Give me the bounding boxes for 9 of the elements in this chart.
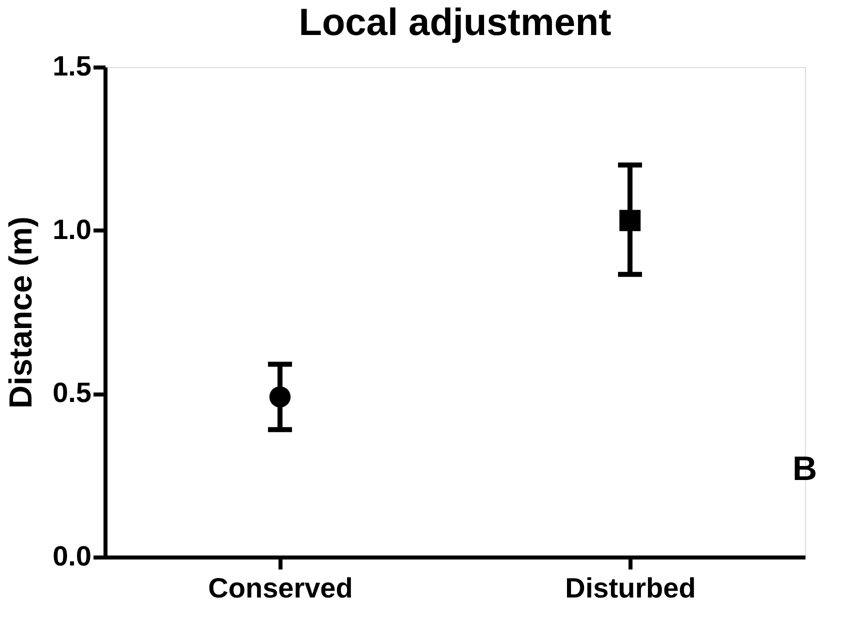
y-axis-title: Distance (m) (2, 216, 39, 409)
y-tick-label: 0.0 (52, 540, 92, 572)
x-tick-label: Conserved (208, 572, 353, 604)
chart-title: Local adjustment (298, 2, 612, 44)
y-tick-label: 1.5 (52, 50, 92, 82)
y-tick-label: 1.0 (52, 214, 92, 245)
x-tick-label: Disturbed (565, 572, 696, 604)
annotation: B (792, 450, 817, 488)
y-tick-label: 0.5 (52, 377, 92, 408)
